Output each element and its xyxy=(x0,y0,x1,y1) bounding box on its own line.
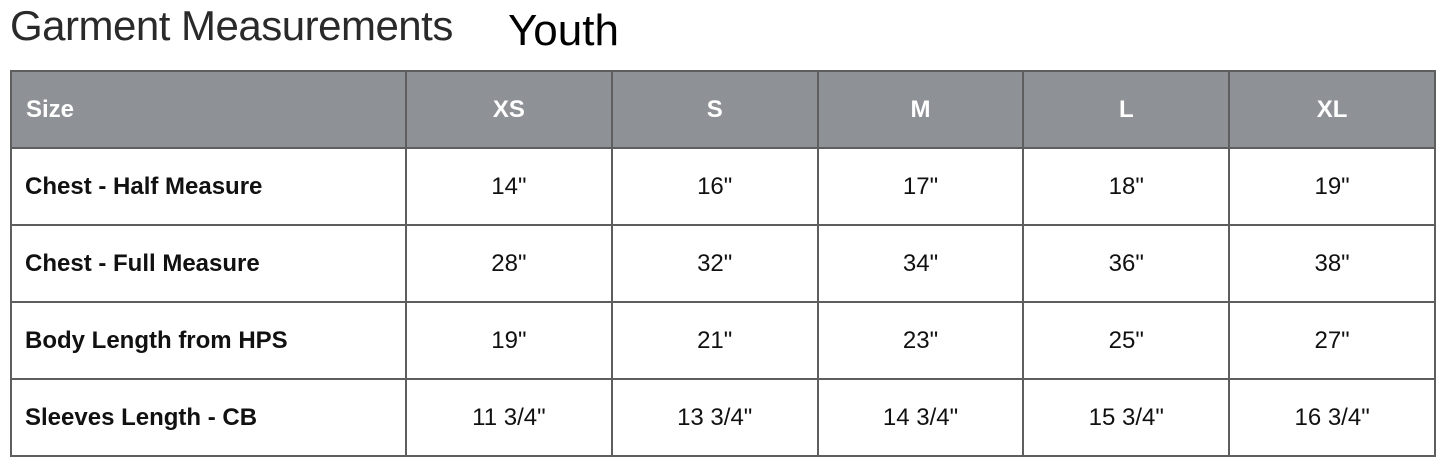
measurement-cell: 34" xyxy=(816,224,1025,303)
measurement-cell: 13 3/4" xyxy=(610,378,819,457)
measurement-cell: 16" xyxy=(610,147,819,226)
row-label: Chest - Half Measure xyxy=(10,147,407,226)
row-label: Chest - Full Measure xyxy=(10,224,407,303)
header-row: Size XS S M L XL xyxy=(10,70,1436,149)
measurements-table: Size XS S M L XL Chest - Half Measure 14" 16" 17… xyxy=(10,70,1436,457)
table-row: Sleeves Length - CB 11 3/4" 13 3/4" 14 3/4"… xyxy=(10,378,1436,457)
measurement-cell: 25" xyxy=(1022,301,1231,380)
measurement-cell: 19" xyxy=(405,301,613,380)
table-row: Body Length from HPS 19" 21" 23" 25" 27" xyxy=(10,301,1436,380)
header-size-l: L xyxy=(1022,70,1231,149)
measurement-cell: 17" xyxy=(816,147,1025,226)
measurement-cell: 23" xyxy=(816,301,1025,380)
measurement-cell: 36" xyxy=(1022,224,1231,303)
measurement-cell: 19" xyxy=(1228,147,1436,226)
measurement-cell: 14" xyxy=(405,147,613,226)
measurement-cell: 14 3/4" xyxy=(816,378,1025,457)
page-title: Garment Measurements xyxy=(10,2,453,49)
row-label: Sleeves Length - CB xyxy=(10,378,407,457)
measurement-cell: 16 3/4" xyxy=(1228,378,1436,457)
measurement-cell: 15 3/4" xyxy=(1022,378,1231,457)
header-size-m: M xyxy=(816,70,1025,149)
table-row: Chest - Full Measure 28" 32" 34" 36" 38" xyxy=(10,224,1436,303)
measurement-cell: 32" xyxy=(610,224,819,303)
table-row: Chest - Half Measure 14" 16" 17" 18" 19" xyxy=(10,147,1436,226)
measurement-cell: 18" xyxy=(1022,147,1231,226)
header-size-s: S xyxy=(610,70,819,149)
measurement-cell: 27" xyxy=(1228,301,1436,380)
header-size-label: Size xyxy=(10,70,407,149)
measurement-cell: 38" xyxy=(1228,224,1436,303)
row-label: Body Length from HPS xyxy=(10,301,407,380)
header-size-xs: XS xyxy=(405,70,613,149)
measurement-cell: 11 3/4" xyxy=(405,378,613,457)
header-size-xl: XL xyxy=(1228,70,1436,149)
measurement-cell: 28" xyxy=(405,224,613,303)
page-subtitle: Youth xyxy=(508,6,619,55)
measurement-cell: 21" xyxy=(610,301,819,380)
